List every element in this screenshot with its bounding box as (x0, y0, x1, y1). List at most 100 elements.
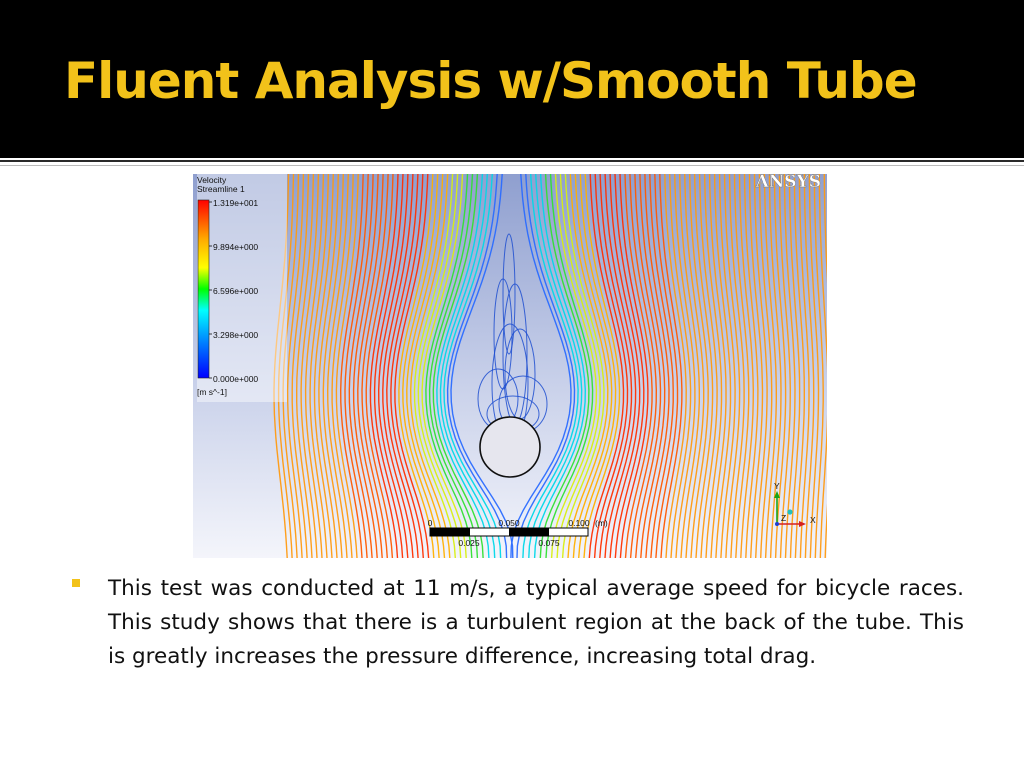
streamline (390, 174, 424, 558)
axis-x-label: X (810, 515, 816, 525)
axis-y-label: Y (774, 481, 780, 491)
streamline (402, 174, 440, 558)
streamline (377, 174, 409, 558)
streamline (550, 174, 598, 558)
streamline (763, 174, 777, 558)
scale-unit: (m) (595, 518, 608, 528)
streamline (436, 174, 490, 558)
streamline (728, 174, 745, 558)
smooth-tube-cross-section (479, 416, 541, 478)
streamline (331, 174, 354, 558)
streamline (803, 174, 815, 558)
legend-label-3: 6.596e+000 (213, 286, 258, 296)
streamline (365, 174, 394, 558)
streamline (533, 174, 587, 558)
streamline (522, 174, 579, 558)
ansys-logo: ANSYS (755, 174, 821, 192)
streamline (421, 174, 467, 558)
streamline (778, 174, 792, 558)
streamline (758, 174, 773, 558)
streamline (674, 174, 696, 558)
streamline (738, 174, 755, 558)
legend-title: Velocity (197, 175, 227, 185)
streamlines (273, 174, 827, 558)
streamline (382, 174, 414, 558)
streamline (282, 174, 300, 558)
streamline (703, 174, 723, 558)
streamline (813, 174, 824, 558)
streamline (698, 174, 718, 558)
streamline (339, 174, 364, 558)
streamline (818, 174, 827, 558)
streamline (693, 174, 714, 558)
streamline (583, 174, 621, 558)
streamline (713, 174, 732, 558)
axis-triad: Y X Z (774, 481, 816, 527)
legend-label-max: 1.319e+001 (213, 198, 258, 208)
legend-subtitle: Streamline 1 (197, 184, 245, 194)
streamline (428, 174, 479, 558)
bullet-item: This test was conducted at 11 m/s, a typ… (72, 572, 964, 674)
scale-label-0100: 0.100 (568, 518, 590, 528)
wake-loop (502, 233, 516, 355)
streamline (373, 174, 404, 558)
streamline (556, 174, 601, 558)
streamline (561, 174, 605, 558)
streamline (743, 174, 759, 558)
streamline (659, 174, 683, 558)
divider-line (0, 160, 1024, 162)
streamline (425, 174, 473, 558)
streamline (572, 174, 613, 558)
slide-title: Fluent Analysis w/Smooth Tube (64, 52, 918, 110)
streamline (432, 174, 484, 558)
streamline (417, 174, 462, 558)
streamline (604, 174, 637, 558)
streamline (578, 174, 617, 558)
scale-label-0: 0 (428, 518, 433, 528)
legend-panel (197, 174, 287, 402)
streamline (545, 174, 594, 558)
streamline (304, 174, 325, 558)
streamline (753, 174, 768, 558)
streamline (352, 174, 379, 558)
streamline (361, 174, 389, 558)
streamline (322, 174, 344, 558)
streamline (394, 174, 430, 558)
bullet-text: This test was conducted at 11 m/s, a typ… (108, 576, 964, 669)
legend-label-4: 3.298e+000 (213, 330, 258, 340)
streamline (788, 174, 801, 558)
streamline (588, 174, 625, 558)
streamline (644, 174, 670, 558)
divider-line-thin (0, 165, 1024, 166)
bullet-square-icon (72, 579, 80, 587)
streamline (446, 174, 508, 558)
scale-label-0025: 0.025 (458, 538, 480, 548)
streamline (409, 174, 451, 558)
streamline (654, 174, 679, 558)
streamline (539, 174, 590, 558)
streamline (609, 174, 641, 558)
streamline (669, 174, 692, 558)
streamline (300, 174, 320, 558)
streamline (639, 174, 666, 558)
streamline (510, 174, 572, 558)
bullet-list: This test was conducted at 11 m/s, a typ… (72, 572, 964, 674)
streamline (593, 174, 629, 558)
streamline (277, 174, 295, 558)
legend-ticks (209, 201, 212, 379)
streamline (516, 174, 576, 558)
streamline (808, 174, 820, 558)
streamline (798, 174, 810, 558)
axis-z-label: Z (781, 513, 786, 523)
legend-unit: [m s^-1] (197, 387, 227, 397)
streamline (344, 174, 369, 558)
streamline (783, 174, 796, 558)
streamline (624, 174, 653, 558)
streamline (689, 174, 709, 558)
scale-label-0075: 0.075 (538, 538, 560, 548)
streamline (318, 174, 339, 558)
streamline (649, 174, 674, 558)
legend-color-bar (197, 199, 210, 379)
streamline (369, 174, 399, 558)
streamline (614, 174, 645, 558)
